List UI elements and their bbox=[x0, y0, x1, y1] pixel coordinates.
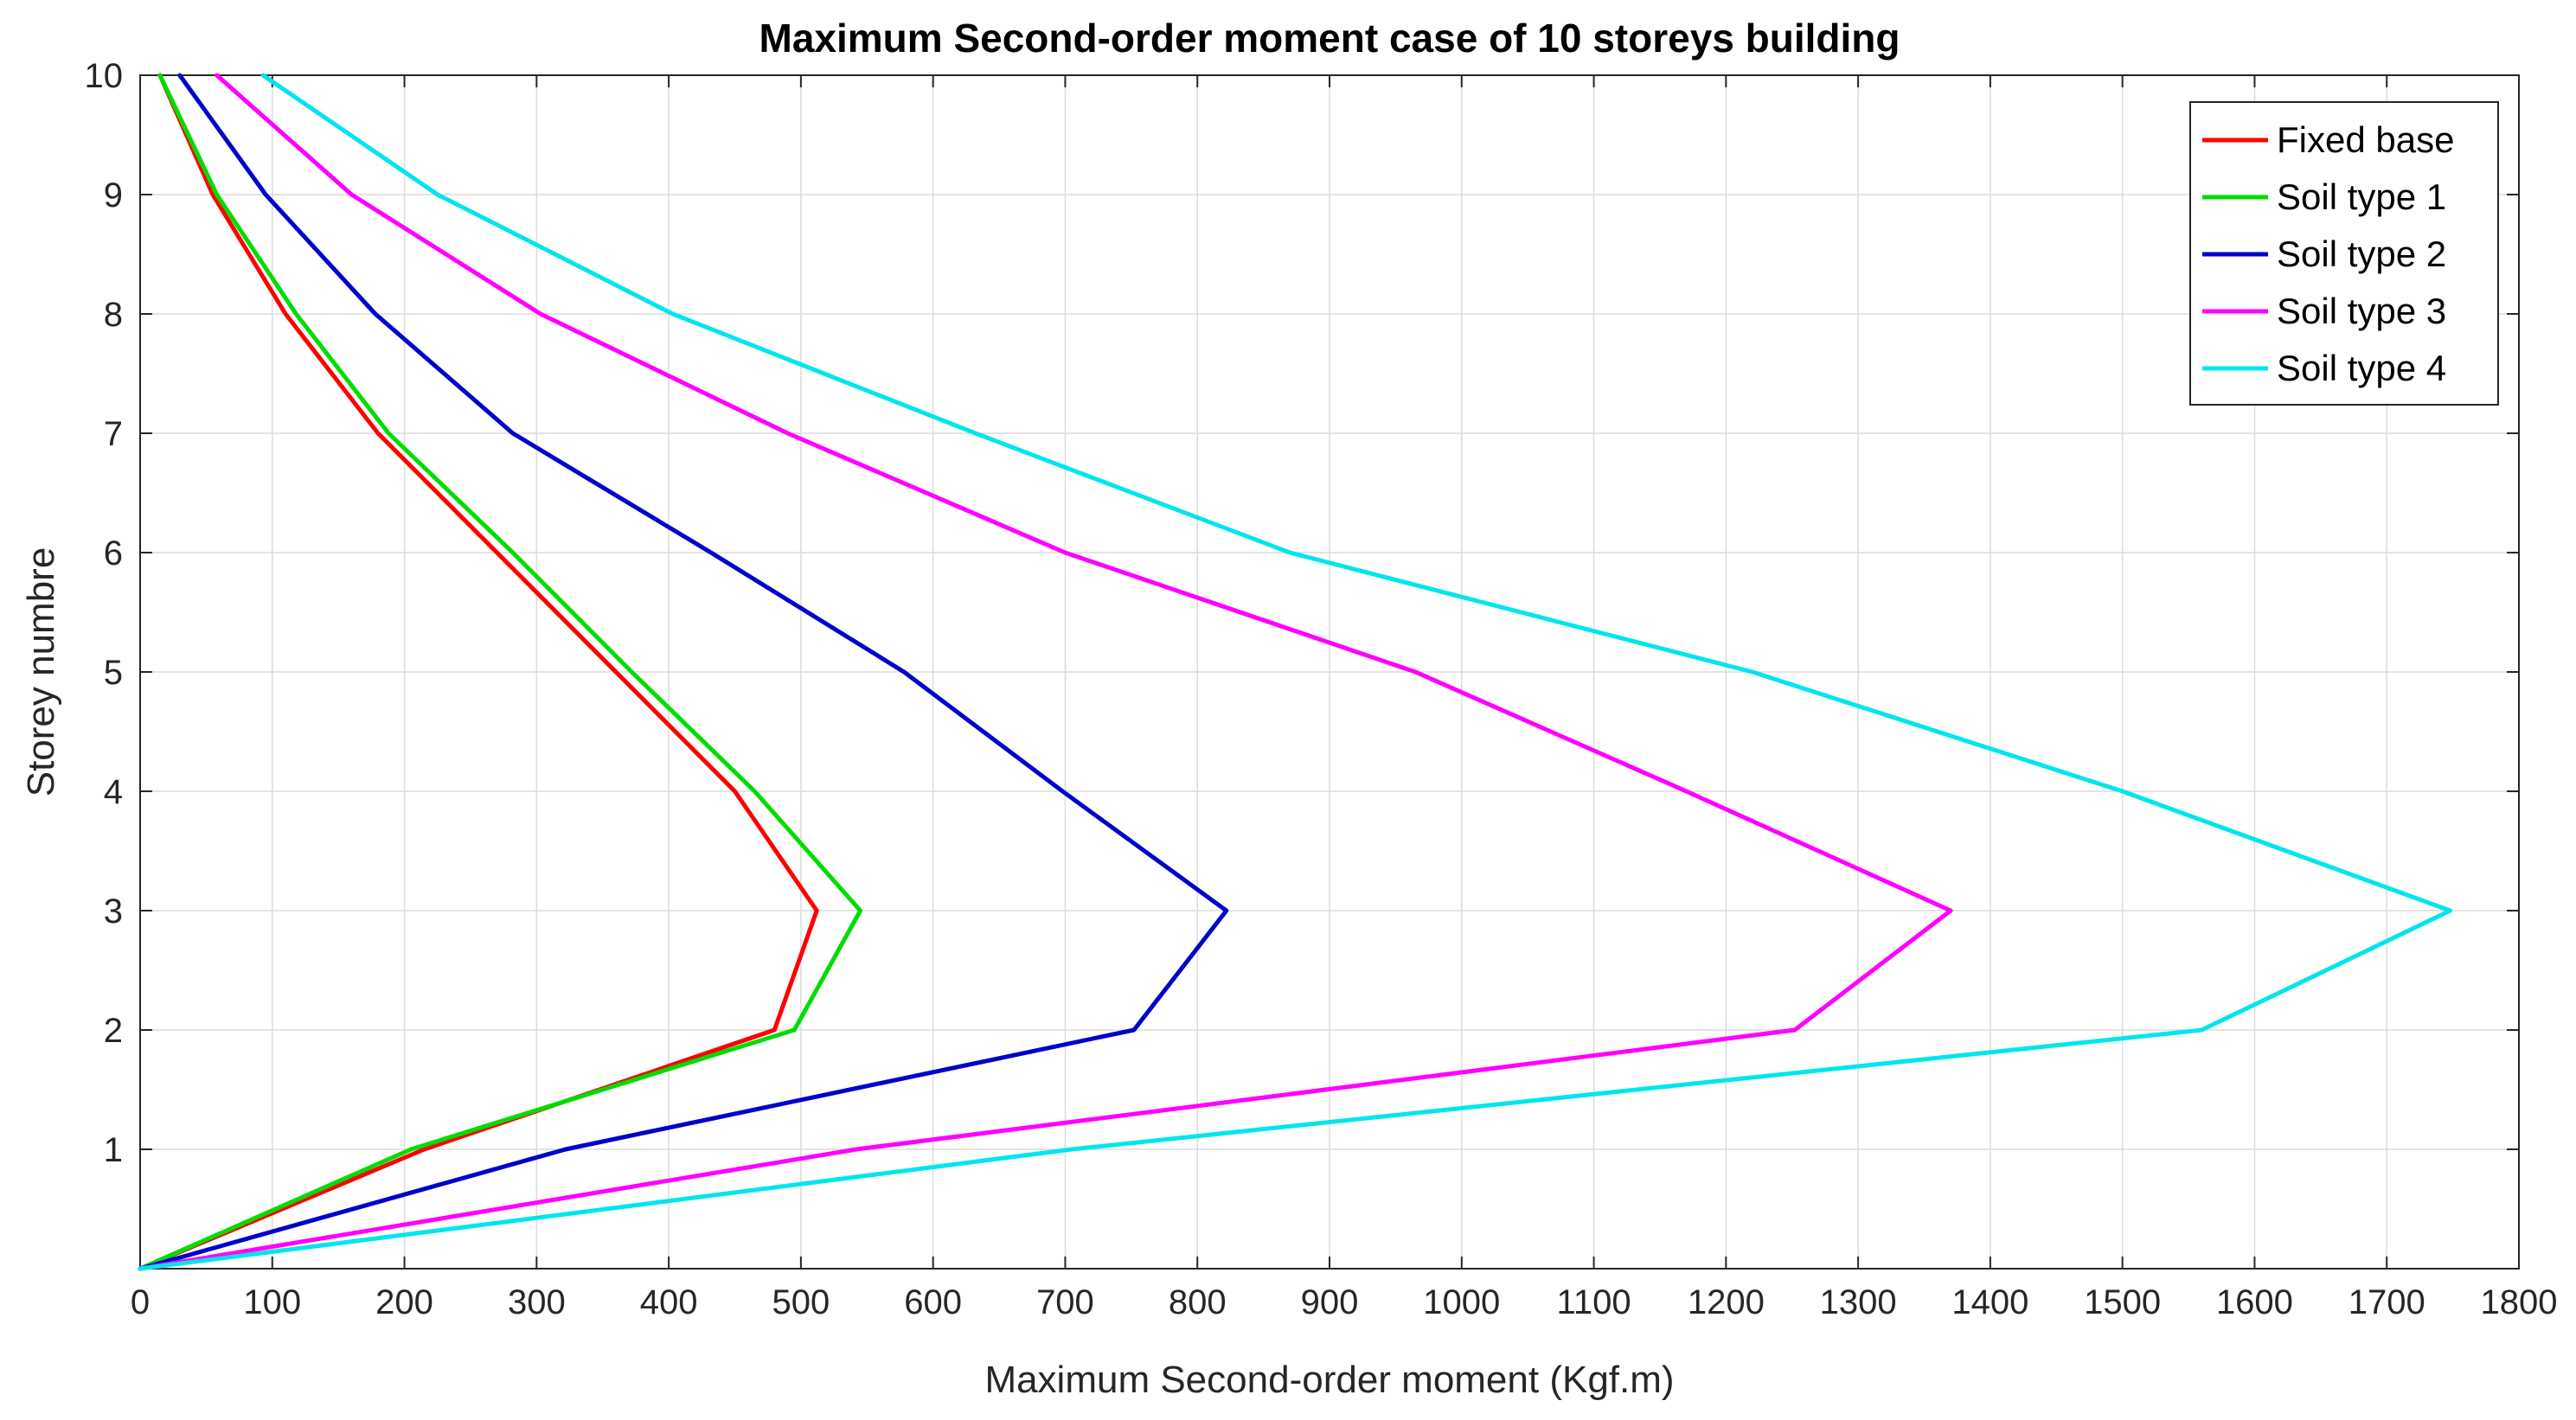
x-tick-label: 1700 bbox=[2349, 1283, 2425, 1321]
y-tick-label: 2 bbox=[104, 1012, 123, 1050]
y-tick-label: 8 bbox=[104, 296, 123, 334]
y-axis-label: Storey numbre bbox=[20, 547, 62, 797]
legend-label-1: Fixed base bbox=[2277, 119, 2454, 160]
y-tick-label: 9 bbox=[104, 176, 123, 214]
x-tick-label: 1600 bbox=[2216, 1283, 2293, 1321]
series-line-1 bbox=[138, 73, 819, 1271]
series-line-2 bbox=[138, 73, 863, 1271]
x-tick-label: 0 bbox=[131, 1283, 150, 1321]
x-tick-label: 1100 bbox=[1557, 1283, 1631, 1321]
y-tick-label: 5 bbox=[104, 654, 123, 692]
y-tick-label: 7 bbox=[104, 415, 123, 453]
y-tick-label: 4 bbox=[104, 773, 123, 811]
x-tick-label: 500 bbox=[772, 1283, 830, 1321]
x-tick-label: 300 bbox=[508, 1283, 566, 1321]
x-tick-label: 1000 bbox=[1423, 1283, 1500, 1321]
y-tick-label: 1 bbox=[104, 1131, 123, 1169]
x-tick-label: 100 bbox=[243, 1283, 301, 1321]
x-tick-label: 200 bbox=[375, 1283, 433, 1321]
y-tick-label: 6 bbox=[104, 534, 123, 572]
chart-title: Maximum Second-order moment case of 10 s… bbox=[759, 16, 1900, 61]
x-tick-label: 1800 bbox=[2481, 1283, 2558, 1321]
x-tick-label: 1200 bbox=[1688, 1283, 1765, 1321]
y-tick-label: 10 bbox=[85, 57, 124, 95]
legend: Fixed base Soil type 1 Soil type 2 Soil typ… bbox=[2189, 101, 2499, 406]
series-line-5 bbox=[138, 73, 2453, 1271]
x-tick-label: 800 bbox=[1169, 1283, 1227, 1321]
x-tick-label: 700 bbox=[1036, 1283, 1094, 1321]
y-tick-label: 3 bbox=[104, 892, 123, 931]
x-axis-label: Maximum Second-order moment (Kgf.m) bbox=[984, 1359, 1674, 1401]
series-line-3 bbox=[138, 73, 1229, 1271]
series-line-4 bbox=[138, 73, 1953, 1271]
x-tick-label: 600 bbox=[904, 1283, 962, 1321]
x-tick-label: 1400 bbox=[1951, 1283, 2028, 1321]
legend-label-2: Soil type 1 bbox=[2277, 176, 2446, 217]
legend-label-3: Soil type 2 bbox=[2277, 233, 2446, 274]
x-tick-label: 1500 bbox=[2084, 1283, 2161, 1321]
legend-label-5: Soil type 4 bbox=[2277, 348, 2446, 388]
x-tick-label: 1300 bbox=[1820, 1283, 1897, 1321]
series-layer bbox=[138, 73, 2453, 1271]
x-tick-label: 900 bbox=[1301, 1283, 1359, 1321]
ticks-layer: 0 100 200 300 400 500 600 700 800 900 1000 1100 1200… bbox=[85, 57, 2558, 1321]
x-tick-label: 400 bbox=[640, 1283, 698, 1321]
legend-label-4: Soil type 3 bbox=[2277, 291, 2446, 331]
